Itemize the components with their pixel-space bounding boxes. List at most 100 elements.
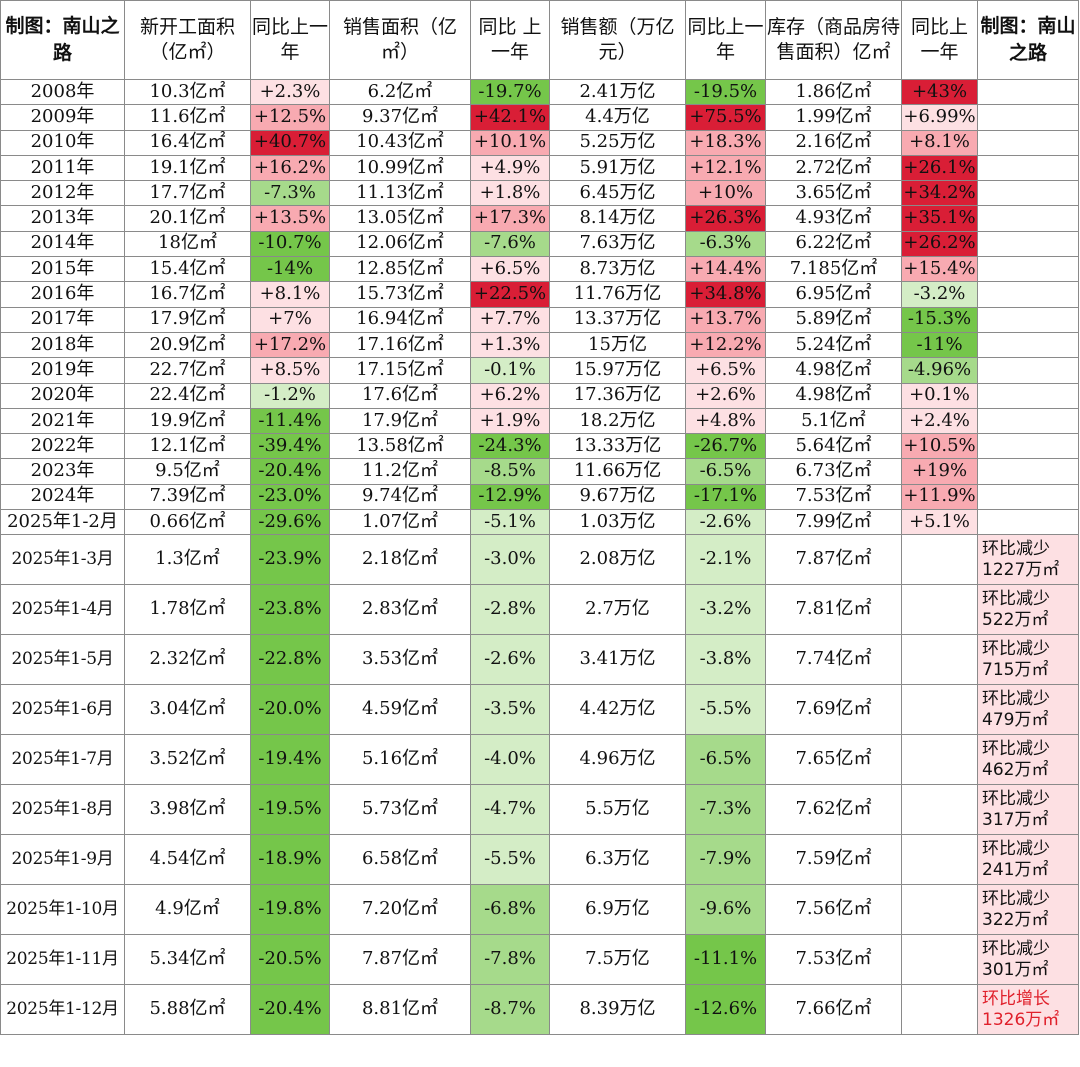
- row-period-label: 2022年: [0, 433, 125, 460]
- cell-sales-area: 4.59亿㎡: [329, 684, 471, 736]
- cell-new-area: 22.4亿㎡: [124, 382, 251, 409]
- cell-note: 环比减少522万㎡: [977, 584, 1079, 636]
- cell-new-area-yoy: -23.0%: [250, 483, 330, 511]
- table-row: 2023年 9.5亿㎡ -20.4% 11.2亿㎡ -8.5% 11.66万亿 -6.5% 6…: [0, 458, 1079, 485]
- cell-new-area: 20.9亿㎡: [124, 331, 251, 359]
- cell-sales-amount: 4.96万亿: [549, 734, 686, 786]
- cell-inventory-yoy: +26.1%: [901, 154, 978, 182]
- cell-inventory-yoy: [901, 884, 978, 936]
- cell-sales-area-yoy: +1.3%: [470, 331, 550, 359]
- cell-new-area-yoy: -11.4%: [250, 407, 330, 435]
- cell-inventory: 2.72亿㎡: [765, 154, 902, 182]
- cell-sales-area-yoy: +1.9%: [470, 407, 550, 435]
- cell-new-area-yoy: +13.5%: [250, 205, 330, 232]
- table-row: 2019年 22.7亿㎡ +8.5% 17.15亿㎡ -0.1% 15.97万亿 +6.5%…: [0, 357, 1079, 384]
- row-period-label: 2014年: [0, 230, 125, 258]
- cell-inventory-yoy: +10.5%: [901, 433, 978, 460]
- cell-new-area-yoy: -20.5%: [250, 934, 330, 986]
- cell-sales-amount: 17.36万亿: [549, 382, 686, 409]
- cell-note: [977, 78, 1079, 106]
- cell-note: 环比减少479万㎡: [977, 684, 1079, 736]
- cell-new-area-yoy: -1.2%: [250, 382, 330, 409]
- cell-sales-area-yoy: -2.8%: [470, 584, 550, 636]
- row-period-label: 2008年: [0, 78, 125, 106]
- row-period-label: 2020年: [0, 382, 125, 409]
- cell-inventory: 6.73亿㎡: [765, 458, 902, 485]
- header-row: 制图：南山之路 新开工面积（亿㎡） 同比上一年 销售面积（亿㎡） 同比 上一年 …: [0, 0, 1079, 80]
- cell-sales-amount: 7.63万亿: [549, 230, 686, 258]
- cell-inventory: 6.22亿㎡: [765, 230, 902, 258]
- cell-inventory-yoy: +15.4%: [901, 256, 978, 283]
- table-row: 2015年 15.4亿㎡ -14% 12.85亿㎡ +6.5% 8.73万亿 +14.4% 7…: [0, 256, 1079, 283]
- cell-inventory: 5.64亿㎡: [765, 433, 902, 460]
- cell-sales-amount: 11.66万亿: [549, 458, 686, 485]
- table-row: 2008年 10.3亿㎡ +2.3% 6.2亿㎡ -19.7% 2.41万亿 -19.5% 1…: [0, 78, 1079, 106]
- cell-sales-area: 13.05亿㎡: [329, 205, 471, 232]
- cell-sales-amount: 2.7万亿: [549, 584, 686, 636]
- cell-sales-amount: 1.03万亿: [549, 509, 686, 536]
- cell-sales-area: 15.73亿㎡: [329, 281, 471, 308]
- cell-new-area: 10.3亿㎡: [124, 78, 251, 106]
- header-sales-amount: 销售额（万亿元）: [549, 0, 686, 80]
- cell-note: [977, 407, 1079, 435]
- cell-inventory-yoy: [901, 734, 978, 786]
- cell-sales-area: 8.81亿㎡: [329, 984, 471, 1036]
- cell-new-area-yoy: -23.8%: [250, 584, 330, 636]
- cell-new-area: 16.4亿㎡: [124, 129, 251, 156]
- cell-new-area-yoy: -10.7%: [250, 230, 330, 258]
- cell-new-area-yoy: -22.8%: [250, 634, 330, 686]
- cell-sales-area-yoy: -3.0%: [470, 534, 550, 586]
- cell-sales-area-yoy: -8.7%: [470, 984, 550, 1036]
- cell-new-area: 7.39亿㎡: [124, 483, 251, 511]
- cell-new-area: 20.1亿㎡: [124, 205, 251, 232]
- cell-note: [977, 281, 1079, 308]
- cell-sales-amount-yoy: -2.1%: [685, 534, 766, 586]
- row-period-label: 2024年: [0, 483, 125, 511]
- cell-new-area-yoy: -19.4%: [250, 734, 330, 786]
- table-row: 2025年1-9月 4.54亿㎡ -18.9% 6.58亿㎡ -5.5% 6.3万亿 -7.…: [0, 834, 1079, 886]
- cell-sales-area: 9.74亿㎡: [329, 483, 471, 511]
- cell-inventory-yoy: -15.3%: [901, 306, 978, 333]
- real-estate-data-table: 制图：南山之路 新开工面积（亿㎡） 同比上一年 销售面积（亿㎡） 同比 上一年 …: [0, 0, 1079, 1036]
- cell-sales-area: 11.13亿㎡: [329, 180, 471, 207]
- cell-sales-amount-yoy: +12.2%: [685, 331, 766, 359]
- cell-sales-amount: 13.37万亿: [549, 306, 686, 333]
- row-period-label: 2025年1-12月: [0, 984, 125, 1036]
- table-row: 2025年1-10月 4.9亿㎡ -19.8% 7.20亿㎡ -6.8% 6.9万亿 -9.…: [0, 884, 1079, 936]
- row-period-label: 2025年1-11月: [0, 934, 125, 986]
- cell-sales-amount: 5.5万亿: [549, 784, 686, 836]
- cell-sales-amount-yoy: +14.4%: [685, 256, 766, 283]
- row-period-label: 2010年: [0, 129, 125, 156]
- cell-new-area-yoy: -39.4%: [250, 433, 330, 460]
- cell-sales-amount: 6.3万亿: [549, 834, 686, 886]
- row-period-label: 2025年1-8月: [0, 784, 125, 836]
- cell-sales-area: 17.6亿㎡: [329, 382, 471, 409]
- cell-sales-amount: 4.4万亿: [549, 104, 686, 131]
- cell-inventory: 7.81亿㎡: [765, 584, 902, 636]
- cell-sales-amount: 18.2万亿: [549, 407, 686, 435]
- cell-inventory-yoy: -4.96%: [901, 357, 978, 384]
- cell-sales-amount: 15万亿: [549, 331, 686, 359]
- table-row: 2011年 19.1亿㎡ +16.2% 10.99亿㎡ +4.9% 5.91万亿 +12.1…: [0, 154, 1079, 182]
- table-row: 2025年1-5月 2.32亿㎡ -22.8% 3.53亿㎡ -2.6% 3.41万亿 -3…: [0, 634, 1079, 686]
- cell-sales-area: 5.16亿㎡: [329, 734, 471, 786]
- cell-sales-amount-yoy: -11.1%: [685, 934, 766, 986]
- table-row: 2022年 12.1亿㎡ -39.4% 13.58亿㎡ -24.3% 13.33万亿 -26…: [0, 433, 1079, 460]
- cell-sales-area: 13.58亿㎡: [329, 433, 471, 460]
- cell-sales-amount: 2.41万亿: [549, 78, 686, 106]
- cell-inventory: 7.87亿㎡: [765, 534, 902, 586]
- cell-sales-area-yoy: -7.6%: [470, 230, 550, 258]
- cell-sales-amount-yoy: -3.2%: [685, 584, 766, 636]
- cell-inventory-yoy: [901, 984, 978, 1036]
- cell-sales-amount-yoy: -5.5%: [685, 684, 766, 736]
- cell-new-area-yoy: -7.3%: [250, 180, 330, 207]
- table-row: 2025年1-2月 0.66亿㎡ -29.6% 1.07亿㎡ -5.1% 1.03万亿 -2…: [0, 509, 1079, 536]
- cell-new-area: 17.9亿㎡: [124, 306, 251, 333]
- row-period-label: 2025年1-10月: [0, 884, 125, 936]
- header-brand-left: 制图：南山之路: [0, 0, 125, 80]
- cell-inventory: 7.53亿㎡: [765, 934, 902, 986]
- cell-sales-amount: 4.42万亿: [549, 684, 686, 736]
- cell-inventory-yoy: +19%: [901, 458, 978, 485]
- table-row: 2017年 17.9亿㎡ +7% 16.94亿㎡ +7.7% 13.37万亿 +13.7% 5…: [0, 306, 1079, 333]
- cell-note: 环比减少715万㎡: [977, 634, 1079, 686]
